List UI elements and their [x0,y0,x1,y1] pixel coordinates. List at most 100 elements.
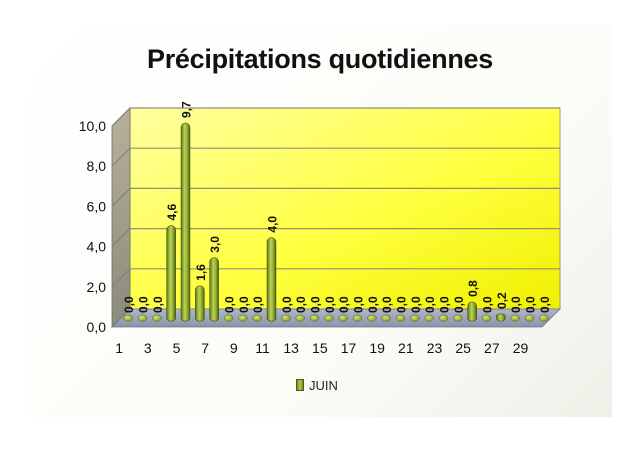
data-label: 0,0 [409,296,423,313]
data-label: 3,0 [208,236,222,253]
gridline-side [111,228,131,247]
data-label: 0,0 [481,296,495,313]
gridline-side [111,147,131,167]
bar-cap [223,314,234,322]
bar [453,314,463,322]
bar-body [180,122,191,322]
bar-cap [123,314,133,322]
bar-cap [295,314,305,322]
data-label: 0,0 [151,296,165,313]
x-tick-label: 3 [144,340,152,356]
bar [252,314,262,322]
bar-cap [352,314,363,322]
bar [238,314,248,322]
legend: JUIN [296,377,338,393]
x-tick-label: 5 [173,340,181,356]
bar-cap [324,314,334,322]
bar [381,314,391,322]
x-tick-label: 23 [427,340,443,356]
data-label: 9,7 [180,101,194,118]
bar-body [166,225,176,322]
data-label: 0,0 [137,296,151,313]
y-tick-label: 6,0 [87,198,107,214]
gridline-side [111,268,131,288]
x-tick-label: 7 [201,340,209,356]
bar-body [195,285,205,322]
data-label: 0,0 [352,296,366,313]
x-tick-label: 17 [341,340,357,356]
y-tick-label: 4,0 [87,239,107,255]
bar [324,314,334,322]
bar [367,314,377,322]
data-label: 4,0 [266,216,280,233]
data-label: 0,0 [237,296,251,313]
bar-cap [367,314,377,322]
x-tick-label: 9 [230,340,238,356]
bar [152,314,162,322]
x-tick-label: 27 [484,340,500,356]
bar [395,314,406,322]
data-label: 0,0 [309,296,323,313]
data-label: 0,0 [337,296,351,313]
x-tick-label: 19 [369,340,385,356]
x-tick-label: 25 [455,340,471,356]
bar [180,122,191,322]
data-label: 0,8 [466,280,480,297]
data-label: 0,0 [438,296,452,313]
bar-body [209,257,219,322]
data-label: 0,0 [524,296,538,313]
bar [496,313,506,322]
bar-cap [238,314,248,322]
bar [410,314,420,322]
data-label: 0,0 [509,296,523,313]
bar-cap [539,314,549,322]
bar-cap [410,314,420,322]
data-label: 0,0 [122,296,136,313]
chart-title: Précipitations quotidiennes [147,44,493,74]
bar [467,301,477,322]
bar [510,314,520,322]
bar-cap [424,314,434,322]
bar [438,314,449,322]
bar-body [467,301,477,322]
bar-cap [395,314,406,322]
bar-body [266,237,277,322]
bar-body [496,313,506,322]
bar [309,314,320,322]
x-tick-label: 15 [312,340,328,356]
bar [195,285,205,322]
bar [123,314,133,322]
bar [223,314,234,322]
data-label: 0,0 [380,296,394,313]
side-wall [111,107,131,328]
legend-label-juin: JUIN [309,377,338,393]
data-label: 0,0 [251,296,265,313]
bar [481,314,492,322]
floor [111,308,561,328]
bar [352,314,363,322]
bar [539,314,549,322]
bar-cap [510,314,520,322]
data-label: 0,0 [223,296,237,313]
bar-cap [152,314,162,322]
data-label: 0,0 [280,296,294,313]
bar-cap [252,314,262,322]
bar [338,314,348,322]
bar [281,314,291,322]
bar [137,314,148,322]
data-label: 0,0 [395,296,409,313]
data-label: 0,0 [366,296,380,313]
data-label: 0,0 [423,296,437,313]
bar [424,314,434,322]
data-label: 0,0 [538,296,552,313]
data-label: 0,0 [294,296,308,313]
x-tick-label: 29 [513,340,529,356]
bar-cap [438,314,449,322]
y-tick-label: 0,0 [87,319,107,335]
y-tick-label: 8,0 [87,158,107,174]
bar-cap [137,314,148,322]
data-label: 0,2 [495,292,509,309]
bar [295,314,305,322]
